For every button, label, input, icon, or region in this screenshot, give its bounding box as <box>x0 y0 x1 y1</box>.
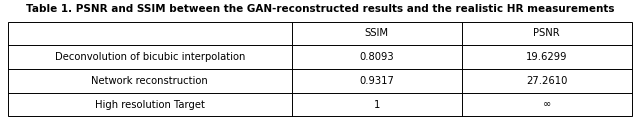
Text: High resolution Target: High resolution Target <box>95 100 205 110</box>
Text: Table 1. PSNR and SSIM between the GAN-reconstructed results and the realistic H: Table 1. PSNR and SSIM between the GAN-r… <box>26 4 614 14</box>
Text: 27.2610: 27.2610 <box>526 76 568 86</box>
Text: 19.6299: 19.6299 <box>526 52 568 62</box>
Text: 1: 1 <box>374 100 380 110</box>
Text: 0.9317: 0.9317 <box>360 76 394 86</box>
Text: Deconvolution of bicubic interpolation: Deconvolution of bicubic interpolation <box>54 52 245 62</box>
Bar <box>8 22 632 116</box>
Text: 0.8093: 0.8093 <box>360 52 394 62</box>
Text: ∞: ∞ <box>543 100 551 110</box>
Text: PSNR: PSNR <box>533 28 560 38</box>
Text: SSIM: SSIM <box>365 28 389 38</box>
Text: Network reconstruction: Network reconstruction <box>92 76 208 86</box>
